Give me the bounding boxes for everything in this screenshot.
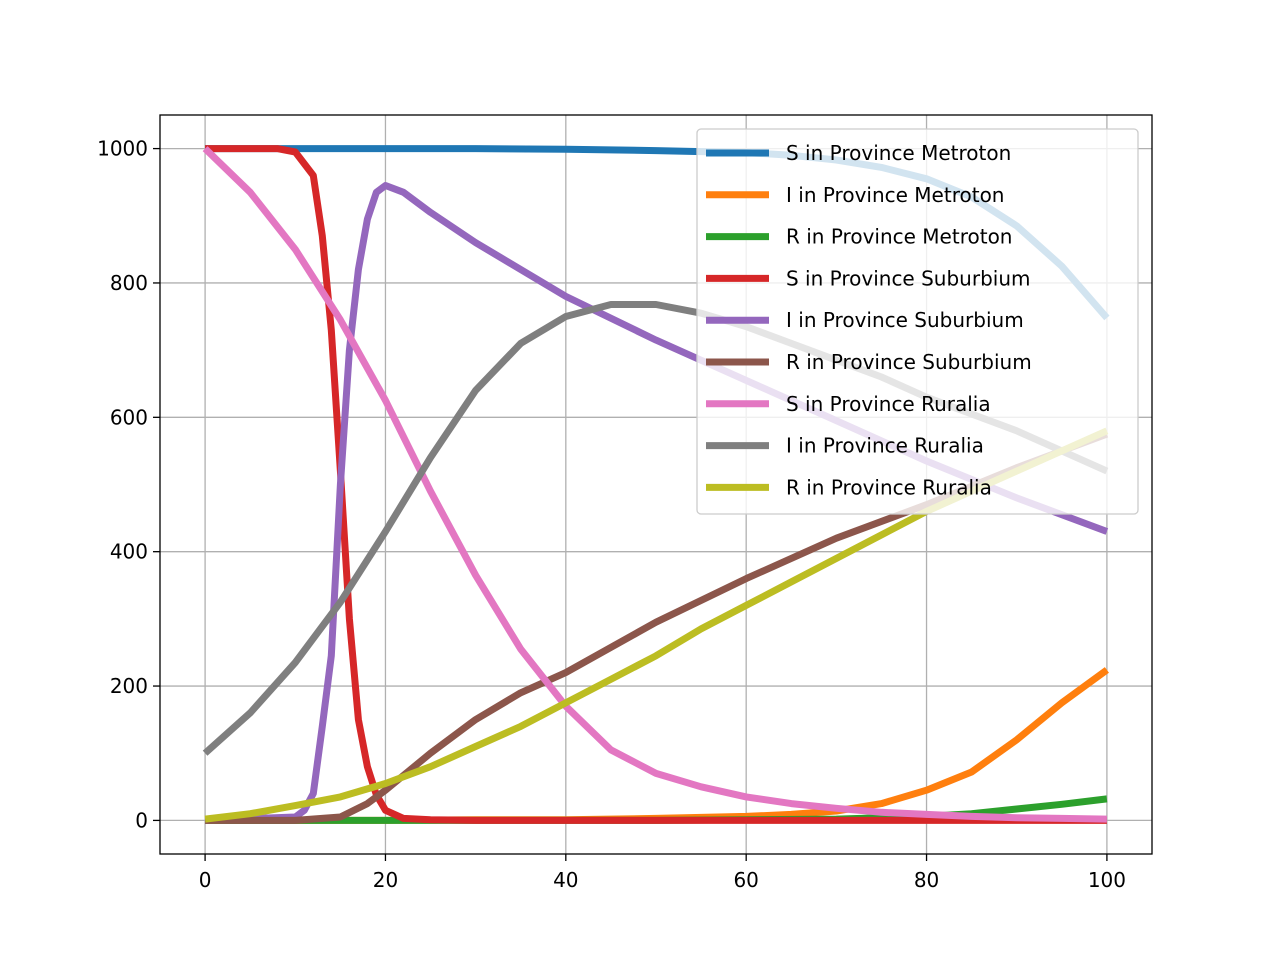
y-tick-label: 1000 <box>97 137 148 161</box>
legend-box <box>696 128 1139 515</box>
x-tick-label: 40 <box>553 868 578 892</box>
legend-label: I in Province Metroton <box>786 183 1004 207</box>
x-tick-label: 60 <box>733 868 758 892</box>
x-tick-label: 80 <box>914 868 939 892</box>
y-tick-label: 200 <box>110 674 148 698</box>
legend-label: I in Province Suburbium <box>786 308 1024 332</box>
x-tick-label: 20 <box>373 868 398 892</box>
legend-label: I in Province Ruralia <box>786 434 984 458</box>
legend-label: S in Province Metroton <box>786 141 1011 165</box>
legend-label: R in Province Metroton <box>786 225 1012 249</box>
legend-label: R in Province Suburbium <box>786 350 1032 374</box>
series-line-6 <box>205 430 1109 824</box>
y-tick-label: 0 <box>135 808 148 832</box>
series-line-7 <box>202 146 1107 823</box>
y-tick-label: 600 <box>110 405 148 429</box>
x-tick-label: 100 <box>1088 868 1126 892</box>
legend-label: S in Province Suburbium <box>786 266 1030 290</box>
legend-label: R in Province Ruralia <box>786 475 992 499</box>
series-line-4 <box>205 145 1107 824</box>
x-tick-label: 0 <box>199 868 212 892</box>
legend-label: S in Province Ruralia <box>786 392 991 416</box>
y-tick-label: 800 <box>110 271 148 295</box>
axes-frame <box>159 114 1153 855</box>
y-tick-label: 400 <box>110 540 148 564</box>
legend: S in Province Metroton I in Province Metr… <box>696 128 1139 515</box>
